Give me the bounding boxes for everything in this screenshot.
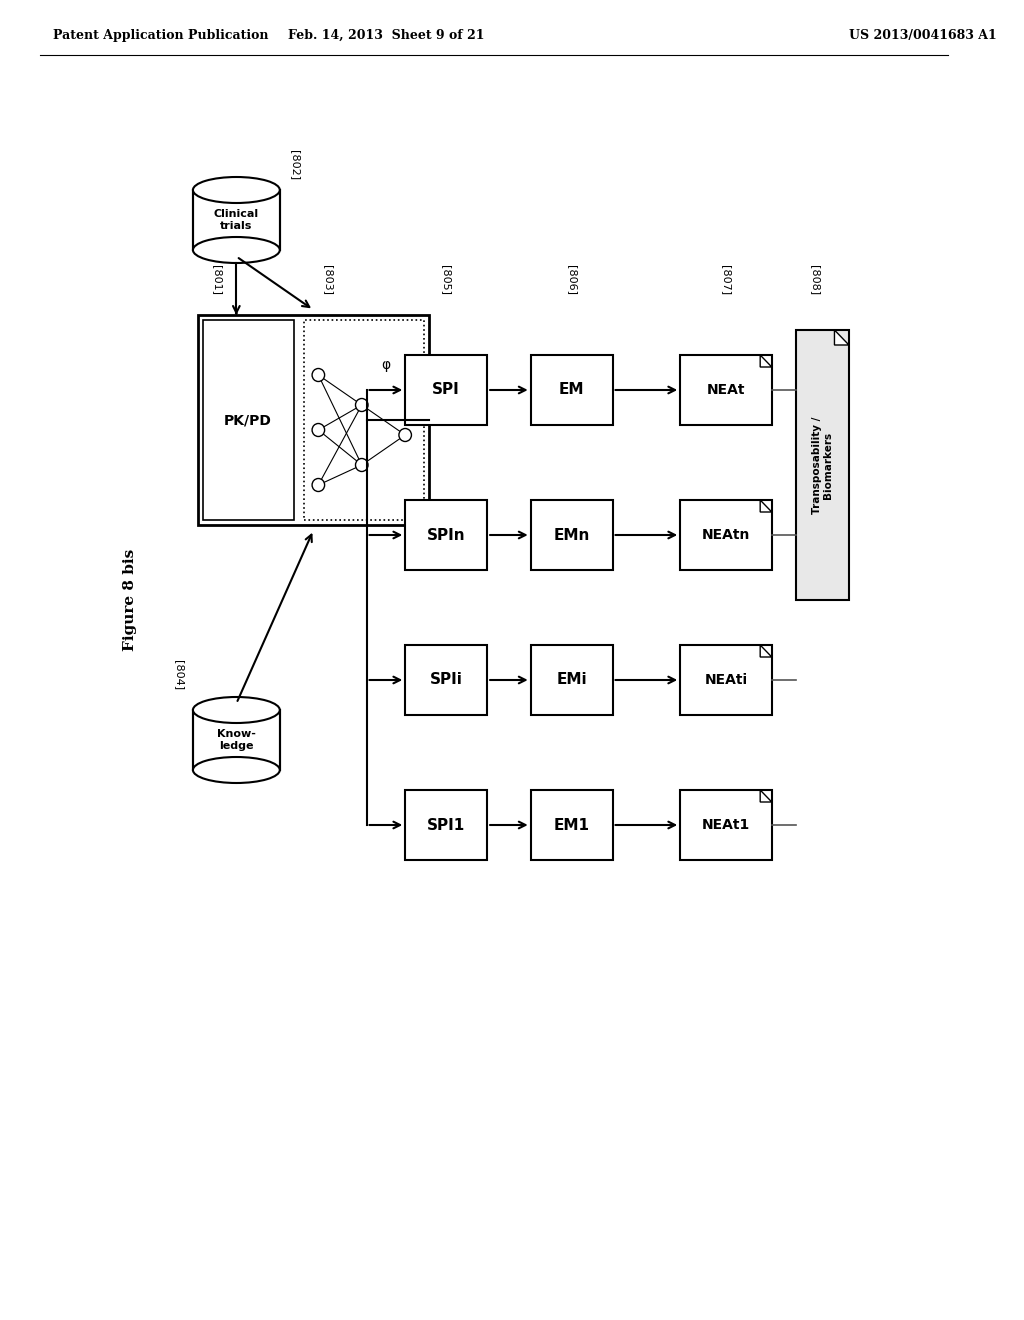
Text: SPI1: SPI1 [427,817,465,833]
Text: [801]: [801] [212,265,222,294]
Text: [804]: [804] [174,660,183,690]
Text: Clinical
trials: Clinical trials [214,209,259,231]
FancyBboxPatch shape [203,319,294,520]
Text: Figure 8 bis: Figure 8 bis [123,549,137,651]
FancyBboxPatch shape [530,645,612,715]
Text: NEAt: NEAt [707,383,745,397]
FancyBboxPatch shape [406,789,487,861]
Text: NEAt1: NEAt1 [701,818,750,832]
Text: Know-
ledge: Know- ledge [217,729,256,751]
Polygon shape [760,789,772,803]
Text: [808]: [808] [810,265,820,296]
Ellipse shape [193,177,280,203]
FancyBboxPatch shape [680,500,772,570]
Circle shape [355,458,368,471]
Text: [802]: [802] [290,150,299,180]
Ellipse shape [193,756,280,783]
FancyBboxPatch shape [406,645,487,715]
Circle shape [312,479,325,491]
Polygon shape [760,645,772,657]
Text: [807]: [807] [721,265,731,296]
Text: EMn: EMn [553,528,590,543]
FancyBboxPatch shape [530,500,612,570]
Ellipse shape [193,238,280,263]
Polygon shape [760,500,772,512]
Text: [803]: [803] [324,265,333,294]
Text: SPIi: SPIi [430,672,463,688]
Text: SPIn: SPIn [427,528,466,543]
Text: EM1: EM1 [554,817,590,833]
FancyBboxPatch shape [680,645,772,715]
Text: EMi: EMi [556,672,587,688]
FancyBboxPatch shape [406,500,487,570]
Text: [805]: [805] [441,265,452,294]
Text: Patent Application Publication: Patent Application Publication [53,29,268,41]
Text: Transposability /
Biomarkers: Transposability / Biomarkers [812,416,834,513]
Text: PK/PD: PK/PD [224,413,271,426]
FancyBboxPatch shape [304,319,425,520]
FancyBboxPatch shape [680,789,772,861]
FancyBboxPatch shape [530,789,612,861]
FancyBboxPatch shape [680,355,772,425]
Text: NEAtn: NEAtn [701,528,751,543]
Circle shape [399,429,412,441]
FancyBboxPatch shape [796,330,849,601]
Ellipse shape [193,697,280,723]
Text: SPI: SPI [432,383,460,397]
Polygon shape [835,330,849,345]
Circle shape [312,424,325,437]
FancyBboxPatch shape [198,315,429,525]
Bar [193,190,280,249]
Text: φ: φ [381,358,390,372]
FancyBboxPatch shape [406,355,487,425]
Text: Feb. 14, 2013  Sheet 9 of 21: Feb. 14, 2013 Sheet 9 of 21 [288,29,484,41]
Text: EM: EM [559,383,585,397]
Text: US 2013/0041683 A1: US 2013/0041683 A1 [849,29,996,41]
Circle shape [355,399,368,412]
FancyBboxPatch shape [530,355,612,425]
Text: NEAti: NEAti [705,673,748,686]
Polygon shape [760,355,772,367]
Bar [193,710,280,770]
Circle shape [312,368,325,381]
Text: [806]: [806] [566,265,577,294]
